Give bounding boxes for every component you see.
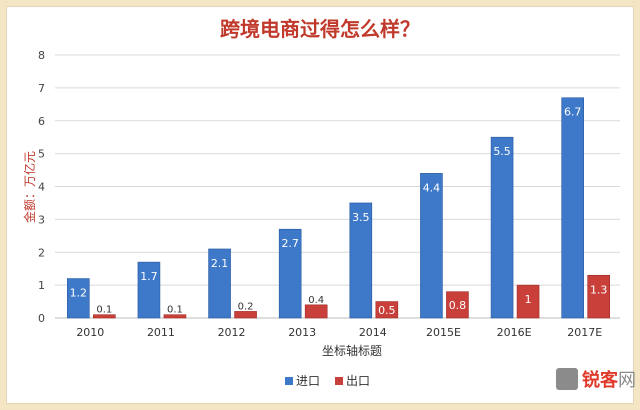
y-tick-label: 0 [38, 312, 45, 325]
import-bar [349, 202, 373, 319]
import-data-label: 2.7 [281, 237, 299, 250]
import-data-label: 1.7 [140, 270, 158, 283]
y-axis-ticks: 0 1 2 3 4 5 6 7 8 [38, 49, 45, 325]
chart-title: 跨境电商过得怎么样？ [220, 17, 420, 41]
export-bar [304, 304, 328, 319]
legend-export-label: 出口 [346, 374, 370, 388]
legend-import-label: 进口 [296, 374, 320, 388]
y-tick-label: 2 [38, 246, 45, 259]
export-bar [375, 301, 399, 319]
import-bar [561, 97, 584, 319]
import-bar [420, 173, 443, 319]
import-data-label: 2.1 [211, 257, 229, 270]
y-tick-label: 6 [38, 115, 45, 128]
export-bar [446, 291, 469, 319]
y-axis-label: 金额：万亿元 [22, 151, 37, 223]
export-data-label: 0.1 [167, 305, 183, 316]
legend: 进口 出口 [285, 374, 370, 388]
y-tick-label: 3 [38, 213, 45, 226]
import-bar [278, 228, 302, 319]
legend-export-swatch [335, 377, 343, 385]
x-axis-ticks: 2010 2011 2012 2013 2014 2015E 2016E 2017E [76, 326, 602, 339]
x-tick-label: 2015E [426, 326, 461, 339]
export-data-label: 1 [525, 293, 532, 306]
x-tick-label: 2012 [218, 326, 246, 339]
export-data-label: 0.1 [96, 305, 112, 316]
y-tick-label: 8 [38, 49, 45, 62]
export-data-label: 0.5 [378, 304, 396, 317]
export-data-label: 1.3 [590, 283, 608, 296]
legend-import-swatch [285, 377, 293, 385]
watermark-mark: 锐客网 [582, 369, 636, 391]
export-bar [587, 274, 610, 319]
x-tick-label: 2014 [359, 326, 387, 339]
y-tick-label: 7 [38, 82, 45, 95]
export-data-label: 0.2 [238, 301, 254, 312]
export-data-label: 0.8 [449, 299, 467, 312]
y-tick-label: 4 [38, 181, 45, 194]
export-bar [93, 314, 116, 319]
watermark: 锐客网 [556, 368, 636, 391]
import-bar [137, 261, 161, 319]
import-data-label: 1.2 [70, 287, 88, 300]
import-data-label: 4.4 [423, 181, 441, 194]
y-tick-label: 1 [38, 279, 45, 292]
export-data-label: 0.4 [308, 295, 324, 306]
y-tick-label: 5 [38, 148, 45, 161]
import-data-label: 5.5 [493, 145, 511, 158]
import-bar [67, 278, 90, 319]
export-bar [234, 311, 257, 319]
x-tick-label: 2017E [567, 326, 602, 339]
import-data-label: 3.5 [352, 211, 370, 224]
x-tick-label: 2010 [76, 326, 104, 339]
bars: 1.2 0.1 1.7 0.1 2.1 0.2 2.7 0.4 3.5 0.5 4.4 0.8 5.5 1… [67, 97, 610, 319]
x-axis-label: 坐标轴标题 [322, 343, 382, 358]
chart-background [6, 6, 634, 404]
export-bar [516, 284, 540, 319]
x-tick-label: 2011 [147, 326, 175, 339]
import-bar [490, 136, 514, 319]
x-tick-label: 2013 [288, 326, 316, 339]
x-tick-label: 2016E [497, 326, 532, 339]
import-data-label: 6.7 [564, 106, 582, 119]
import-bar [208, 248, 231, 319]
watermark-logo-icon [556, 368, 578, 390]
export-bar [163, 314, 187, 319]
